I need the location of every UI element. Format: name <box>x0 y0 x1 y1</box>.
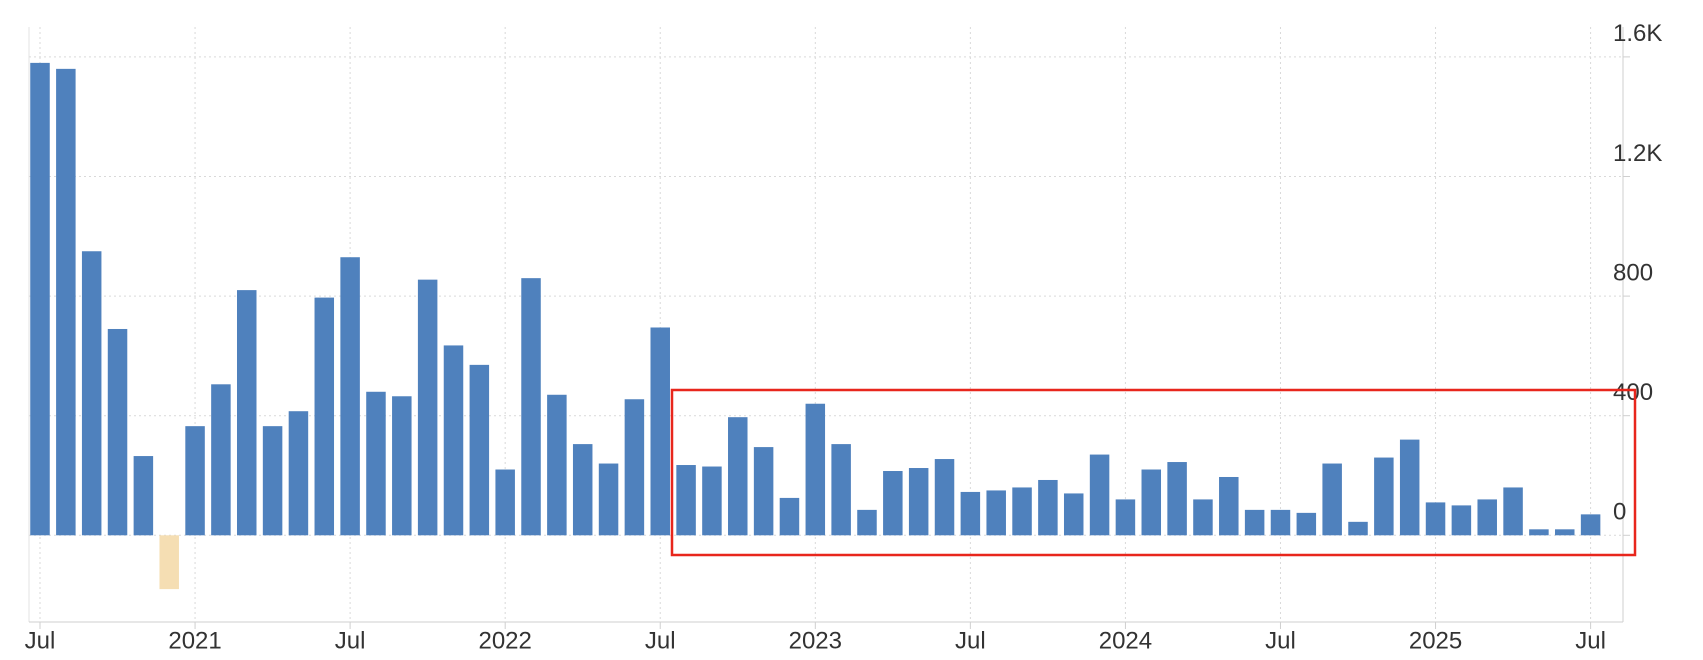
x-tick-label: 2023 <box>789 627 842 654</box>
bar <box>81 251 102 536</box>
bar <box>1193 499 1213 536</box>
bar <box>1477 499 1497 536</box>
bar <box>288 411 309 536</box>
bar <box>572 444 593 536</box>
bar <box>1322 463 1342 536</box>
bar <box>857 509 877 536</box>
x-tick-label: Jul <box>645 627 676 654</box>
bar <box>1038 479 1058 536</box>
bar <box>30 62 50 536</box>
bar <box>1555 529 1575 536</box>
bar <box>1063 493 1084 536</box>
bar <box>1089 454 1110 536</box>
bar <box>805 403 826 536</box>
bar <box>1425 502 1446 536</box>
x-tick-label: 2022 <box>478 627 531 654</box>
y-tick-label: 1.6K <box>1613 20 1662 47</box>
bar <box>366 391 386 536</box>
y-tick-label: 0 <box>1613 499 1626 526</box>
bar <box>1167 462 1187 536</box>
bar <box>340 257 360 536</box>
x-tick-label: Jul <box>1575 627 1606 654</box>
bar <box>702 466 722 536</box>
bar <box>883 471 903 536</box>
bar <box>624 399 645 536</box>
x-tick-label: 2021 <box>168 627 221 654</box>
bar <box>1529 529 1549 536</box>
bar <box>469 364 490 536</box>
bar <box>495 469 515 536</box>
bar <box>185 426 205 536</box>
y-tick-label: 800 <box>1613 259 1653 286</box>
bar <box>1451 505 1472 536</box>
y-tick-label: 1.2K <box>1613 140 1662 167</box>
x-tick-label: Jul <box>25 627 56 654</box>
bar <box>521 278 541 536</box>
bar <box>211 384 231 536</box>
bar <box>1141 469 1162 536</box>
bar <box>417 279 438 536</box>
bar <box>650 327 670 536</box>
x-tick-label: 2025 <box>1409 627 1462 654</box>
bar <box>1270 509 1291 536</box>
bar <box>1115 499 1136 536</box>
bar <box>443 345 464 536</box>
x-tick-label: 2024 <box>1099 627 1152 654</box>
bar <box>547 394 567 536</box>
bar <box>908 468 929 536</box>
bar <box>753 447 774 536</box>
bar <box>1296 512 1317 536</box>
bar <box>107 328 128 536</box>
y-tick-label: 400 <box>1613 379 1653 406</box>
x-tick-label: Jul <box>955 627 986 654</box>
highlight-box <box>670 388 1637 557</box>
bar <box>314 297 335 536</box>
bar <box>1219 476 1239 536</box>
bar <box>934 459 955 536</box>
bar <box>676 465 696 536</box>
bar <box>236 290 257 536</box>
bar <box>831 444 851 536</box>
bar <box>1580 514 1601 536</box>
bar <box>1399 439 1420 536</box>
bar <box>1012 487 1032 536</box>
bar <box>1244 509 1265 536</box>
bar <box>960 491 981 536</box>
x-tick-label: Jul <box>335 627 366 654</box>
bar <box>133 456 154 536</box>
bar <box>262 426 283 536</box>
bar <box>392 396 412 536</box>
bar <box>728 417 748 536</box>
bar <box>1348 521 1368 536</box>
x-tick-label: Jul <box>1265 627 1296 654</box>
bar <box>779 497 800 536</box>
bar <box>598 463 619 536</box>
bar <box>56 68 76 536</box>
bar <box>159 535 179 590</box>
bar <box>986 490 1006 536</box>
bar <box>1374 457 1394 536</box>
bar <box>1503 487 1523 536</box>
